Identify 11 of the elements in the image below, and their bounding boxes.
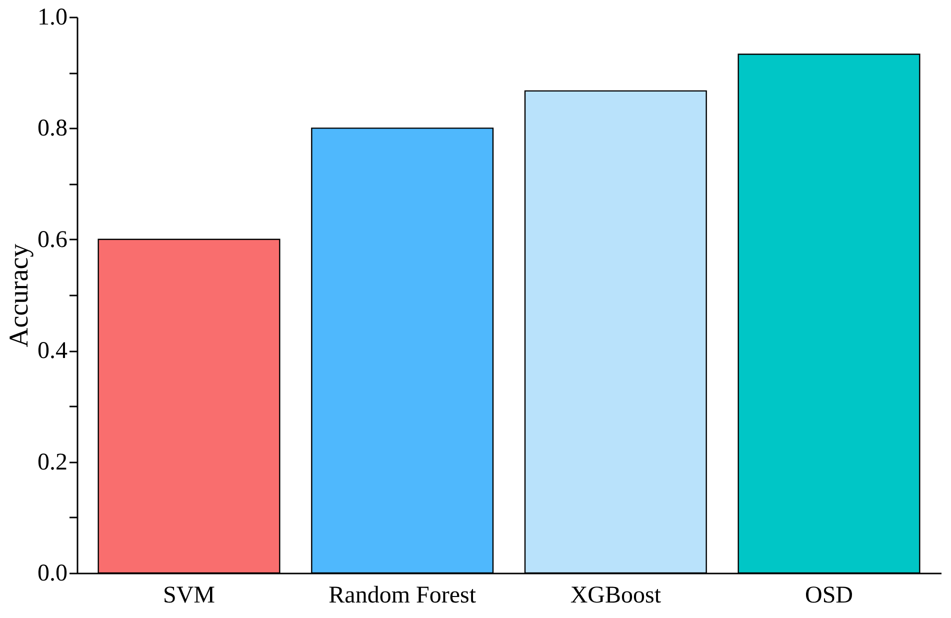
- x-tick-label: OSD: [804, 582, 854, 608]
- x-tick-label: XGBoost: [570, 582, 662, 608]
- y-tick-label: 0.2: [38, 449, 68, 476]
- x-tick-label: Random Forest: [328, 582, 476, 608]
- y-tick-label: 0.0: [38, 560, 68, 586]
- y-axis-title: Accuracy: [4, 243, 34, 348]
- y-tick-label: 0.6: [38, 226, 68, 253]
- y-tick-label: 0.4: [38, 338, 68, 364]
- x-tick-label: SVM: [162, 582, 216, 608]
- y-tick-label: 0.8: [38, 116, 68, 142]
- y-tick-label: 1.0: [38, 4, 68, 30]
